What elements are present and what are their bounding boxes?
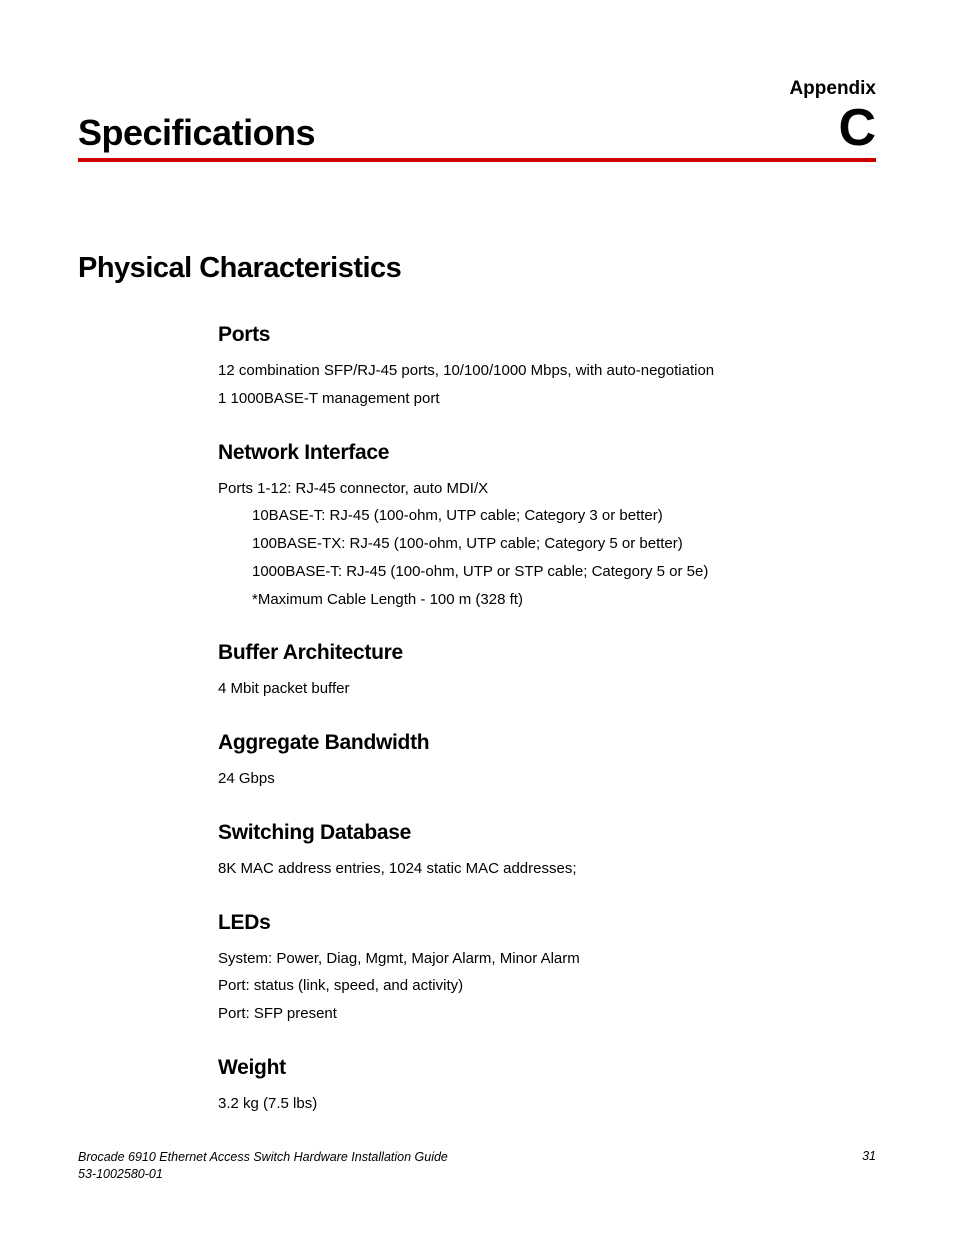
body-text: Port: SFP present [218,1000,876,1028]
body-text: 3.2 kg (7.5 lbs) [218,1090,876,1118]
block-switching-database: Switching Database 8K MAC address entrie… [218,821,876,883]
appendix-letter: C [838,102,876,154]
title-row: Specifications C [78,102,876,162]
body-text-indented: 1000BASE-T: RJ-45 (100-ohm, UTP or STP c… [218,558,876,586]
block-ports: Ports 12 combination SFP/RJ-45 ports, 10… [218,323,876,413]
subsection-heading: Aggregate Bandwidth [218,731,876,755]
body-text: 24 Gbps [218,765,876,793]
body-text: System: Power, Diag, Mgmt, Major Alarm, … [218,945,876,973]
subsection-heading: Network Interface [218,441,876,465]
body-text: 4 Mbit packet buffer [218,675,876,703]
section-heading: Physical Characteristics [78,252,876,285]
block-weight: Weight 3.2 kg (7.5 lbs) [218,1056,876,1118]
subsection-heading: Weight [218,1056,876,1080]
subsection-heading: Switching Database [218,821,876,845]
body-text: 8K MAC address entries, 1024 static MAC … [218,855,876,883]
appendix-label: Appendix [78,78,876,100]
page-header: Appendix Specifications C [78,78,876,162]
footer-page-number: 31 [862,1149,876,1163]
footer-left: Brocade 6910 Ethernet Access Switch Hard… [78,1149,448,1183]
section-content: Ports 12 combination SFP/RJ-45 ports, 10… [78,323,876,1118]
body-text: Ports 1-12: RJ-45 connector, auto MDI/X [218,475,876,503]
page: Appendix Specifications C Physical Chara… [0,0,954,1235]
subsection-heading: Buffer Architecture [218,641,876,665]
subsection-heading: Ports [218,323,876,347]
subsection-heading: LEDs [218,911,876,935]
block-aggregate-bandwidth: Aggregate Bandwidth 24 Gbps [218,731,876,793]
block-buffer-architecture: Buffer Architecture 4 Mbit packet buffer [218,641,876,703]
body-text: 1 1000BASE-T management port [218,385,876,413]
body-text: Port: status (link, speed, and activity) [218,972,876,1000]
body-text-indented: *Maximum Cable Length - 100 m (328 ft) [218,586,876,614]
footer-doc-number: 53-1002580-01 [78,1166,448,1183]
block-leds: LEDs System: Power, Diag, Mgmt, Major Al… [218,911,876,1028]
page-title: Specifications [78,112,315,154]
page-footer: Brocade 6910 Ethernet Access Switch Hard… [78,1149,876,1183]
block-network-interface: Network Interface Ports 1-12: RJ-45 conn… [218,441,876,614]
footer-guide-title: Brocade 6910 Ethernet Access Switch Hard… [78,1149,448,1166]
body-text: 12 combination SFP/RJ-45 ports, 10/100/1… [218,357,876,385]
body-text-indented: 100BASE-TX: RJ-45 (100-ohm, UTP cable; C… [218,530,876,558]
body-text-indented: 10BASE-T: RJ-45 (100-ohm, UTP cable; Cat… [218,502,876,530]
